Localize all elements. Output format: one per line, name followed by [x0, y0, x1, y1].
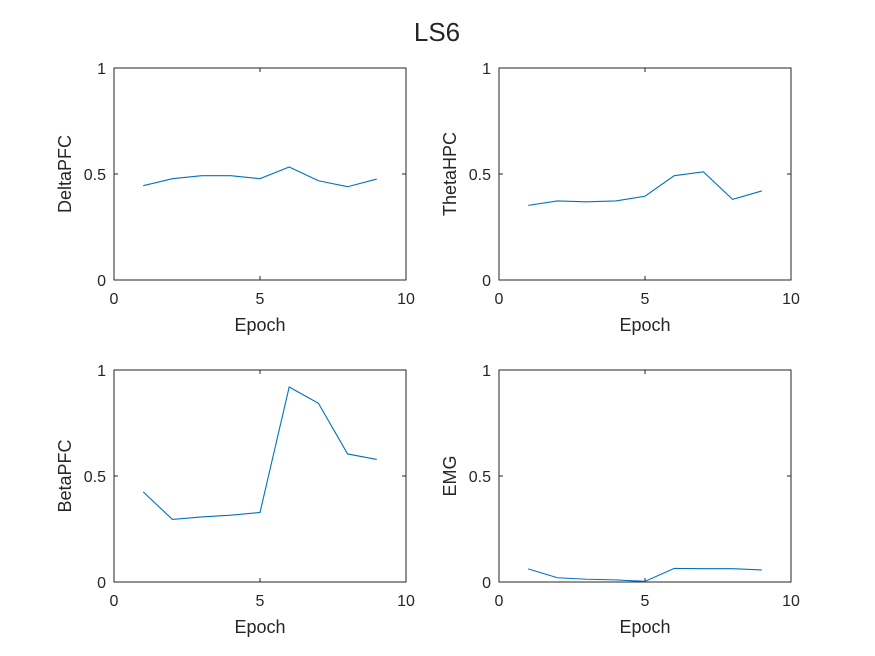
- x-tick-label: 5: [256, 593, 265, 610]
- x-tick-label: 0: [495, 593, 504, 610]
- axes-box: [113, 67, 407, 281]
- x-axis-label: Epoch: [619, 617, 670, 637]
- axes-box: [498, 67, 792, 281]
- series-line: [143, 166, 377, 188]
- y-tick-label: 0: [482, 575, 491, 592]
- figure-title: LS6: [414, 17, 460, 47]
- x-tick-label: 5: [641, 593, 650, 610]
- series-line: [142, 386, 377, 521]
- x-tick-label: 0: [110, 291, 119, 308]
- axes-box: [113, 369, 407, 583]
- y-axis-label: BetaPFC: [55, 439, 75, 512]
- x-axis-label: Epoch: [619, 315, 670, 335]
- y-tick-label: 0.5: [469, 469, 491, 486]
- y-tick-label: 0.5: [84, 469, 106, 486]
- y-tick-label: 1: [482, 61, 491, 78]
- x-axis-label: Epoch: [234, 315, 285, 335]
- y-tick-label: 1: [482, 363, 491, 380]
- y-tick-label: 0.5: [84, 167, 106, 184]
- x-tick-label: 10: [397, 593, 415, 610]
- subplot-2: 0 5 10 0 0.5 1 Epoch ThetaHPC: [440, 61, 800, 335]
- y-tick-label: 1: [97, 61, 106, 78]
- x-tick-label: 0: [110, 593, 119, 610]
- x-axis-label: Epoch: [234, 617, 285, 637]
- x-tick-label: 5: [641, 291, 650, 308]
- series-line: [528, 567, 762, 582]
- x-tick-label: 10: [397, 291, 415, 308]
- y-tick-label: 0: [97, 273, 106, 290]
- y-tick-label: 0.5: [469, 167, 491, 184]
- series-line: [528, 171, 762, 206]
- subplot-4: 0 5 10 0 0.5 1 Epoch EMG: [440, 363, 800, 637]
- y-axis-label: EMG: [440, 455, 460, 496]
- x-tick-label: 10: [782, 291, 800, 308]
- y-tick-label: 0: [482, 273, 491, 290]
- x-tick-label: 0: [495, 291, 504, 308]
- x-tick-label: 10: [782, 593, 800, 610]
- x-tick-label: 5: [256, 291, 265, 308]
- y-axis-label: DeltaPFC: [55, 135, 75, 213]
- subplot-1: 0 5 10 0 0.5 1 Epoch DeltaPFC: [55, 61, 415, 335]
- subplot-3: 0 5 10 0 0.5 1 Epoch BetaPFC: [55, 363, 415, 637]
- y-tick-label: 0: [97, 575, 106, 592]
- y-axis-label: ThetaHPC: [440, 132, 460, 216]
- y-tick-label: 1: [97, 363, 106, 380]
- axes-box: [498, 369, 792, 583]
